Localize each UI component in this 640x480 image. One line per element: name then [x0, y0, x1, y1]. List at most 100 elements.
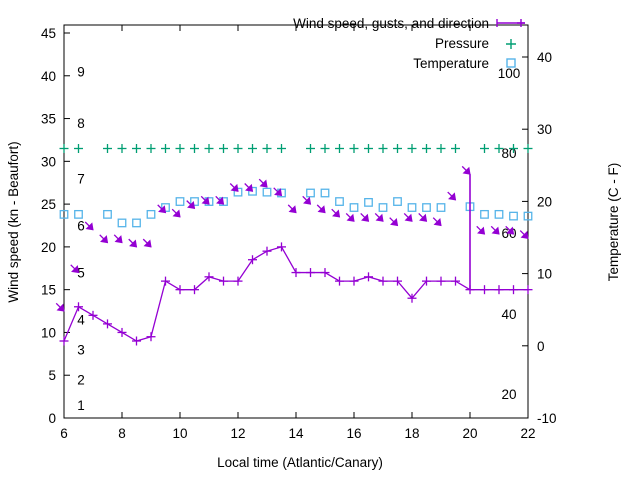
wind-direction-arrow — [244, 183, 254, 192]
y2-tick-label: 10 — [537, 267, 552, 282]
pressure-point — [320, 144, 330, 153]
temperature-point — [364, 197, 373, 207]
beaufort-label: 7 — [77, 171, 85, 186]
y2-tick-label: 20 — [537, 194, 552, 209]
wind-direction-arrow — [302, 195, 312, 205]
wind-direction-arrow — [490, 225, 500, 235]
temperature-point — [422, 203, 431, 212]
pressure-point — [233, 144, 243, 153]
wind-speed-point — [88, 310, 98, 320]
temperature-point — [378, 203, 388, 212]
y-tick-label: 20 — [41, 240, 56, 255]
temperature-point — [248, 186, 257, 196]
beaufort-label: 1 — [77, 398, 85, 413]
wind-speed-point — [132, 336, 141, 346]
wind-direction-arrows — [55, 165, 529, 312]
fahrenheit-label: 40 — [501, 307, 516, 322]
wind-direction-arrow — [519, 230, 529, 239]
legend-label-temperature: Temperature — [413, 56, 489, 71]
wind-direction-arrow — [157, 204, 167, 214]
wind-direction-arrow — [403, 212, 413, 222]
wind-speed-point — [349, 276, 359, 286]
wind-speed-point — [364, 272, 373, 282]
pressure-point — [422, 144, 431, 153]
beaufort-label: 4 — [77, 313, 85, 328]
temperature-point — [523, 211, 533, 221]
pressure-series — [59, 144, 533, 153]
x-tick-label: 20 — [462, 426, 477, 441]
y-axis-title: Wind speed (kn - Beaufort) — [6, 141, 21, 302]
wind-speed-point — [146, 332, 156, 342]
legend-key-temperature — [506, 58, 516, 68]
wind-direction-arrow — [273, 187, 283, 197]
wind-direction-arrow — [374, 212, 384, 222]
fahrenheit-label: 80 — [501, 146, 516, 161]
y-tick-label: 0 — [48, 411, 56, 426]
pressure-point — [59, 144, 69, 153]
y-tick-label: 10 — [41, 325, 56, 340]
beaufort-label: 3 — [77, 343, 85, 358]
wind-direction-arrow — [287, 204, 297, 214]
pressure-point — [509, 144, 518, 153]
y-tick-label: 15 — [41, 283, 56, 298]
chart-legend: Wind speed, gusts, and direction Pressur… — [293, 16, 525, 71]
y2-tick-label: 30 — [537, 122, 552, 137]
pressure-point — [262, 144, 272, 153]
y2-tick-label: 40 — [537, 50, 552, 65]
wind-direction-arrow — [84, 221, 94, 231]
wind-direction-arrow — [229, 183, 239, 192]
wind-speed-point — [262, 246, 272, 256]
wind-direction-arrow — [99, 234, 109, 244]
x-tick-label: 8 — [118, 426, 126, 441]
temperature-point — [117, 218, 127, 228]
wind-direction-arrow — [476, 225, 486, 235]
pressure-point — [436, 144, 446, 153]
pressure-point — [378, 144, 388, 153]
temperature-point — [103, 209, 112, 219]
y-tick-label: 5 — [48, 368, 56, 383]
wind-direction-arrow — [55, 302, 65, 312]
wind-speed-point — [480, 285, 489, 295]
wind-direction-arrow — [258, 178, 268, 188]
temperature-point — [146, 209, 156, 219]
pressure-point — [117, 144, 127, 153]
wind-speed-point — [248, 255, 257, 265]
pressure-point — [306, 144, 315, 153]
wind-direction-arrow — [331, 208, 341, 218]
wind-speed-point — [175, 285, 185, 295]
wind-speed-point — [436, 276, 446, 286]
wind-speed-point — [378, 276, 388, 286]
pressure-point — [407, 144, 417, 153]
temperature-point — [74, 209, 83, 219]
temperature-point — [190, 197, 199, 206]
wind-direction-arrow — [128, 238, 138, 248]
temperature-point — [480, 209, 489, 219]
pressure-point — [204, 144, 214, 153]
y2-axis-title: Temperature (C - F) — [606, 163, 621, 282]
wind-speed-point — [161, 276, 170, 286]
x-axis-title: Local time (Atlantic/Canary) — [217, 455, 383, 470]
x-tick-label: 22 — [520, 426, 535, 441]
temperature-point — [306, 188, 315, 198]
pressure-point — [190, 144, 199, 153]
pressure-point — [494, 144, 504, 153]
legend-label-pressure: Pressure — [435, 36, 489, 51]
temperature-point — [494, 209, 504, 219]
wind-direction-arrow — [70, 264, 80, 274]
wind-speed-point — [393, 276, 402, 286]
pressure-point — [248, 144, 257, 153]
temperature-point — [349, 203, 359, 212]
pressure-point — [277, 144, 286, 153]
fahrenheit-label: 20 — [501, 387, 516, 402]
pressure-point — [364, 144, 373, 153]
pressure-point — [103, 144, 112, 153]
wind-speed-point — [320, 268, 330, 278]
wind-speed-series — [59, 174, 533, 346]
temperature-point — [407, 203, 417, 212]
wind-direction-arrow — [360, 212, 370, 222]
x-tick-label: 16 — [346, 426, 361, 441]
pressure-point — [523, 144, 533, 153]
beaufort-label: 8 — [77, 116, 85, 131]
